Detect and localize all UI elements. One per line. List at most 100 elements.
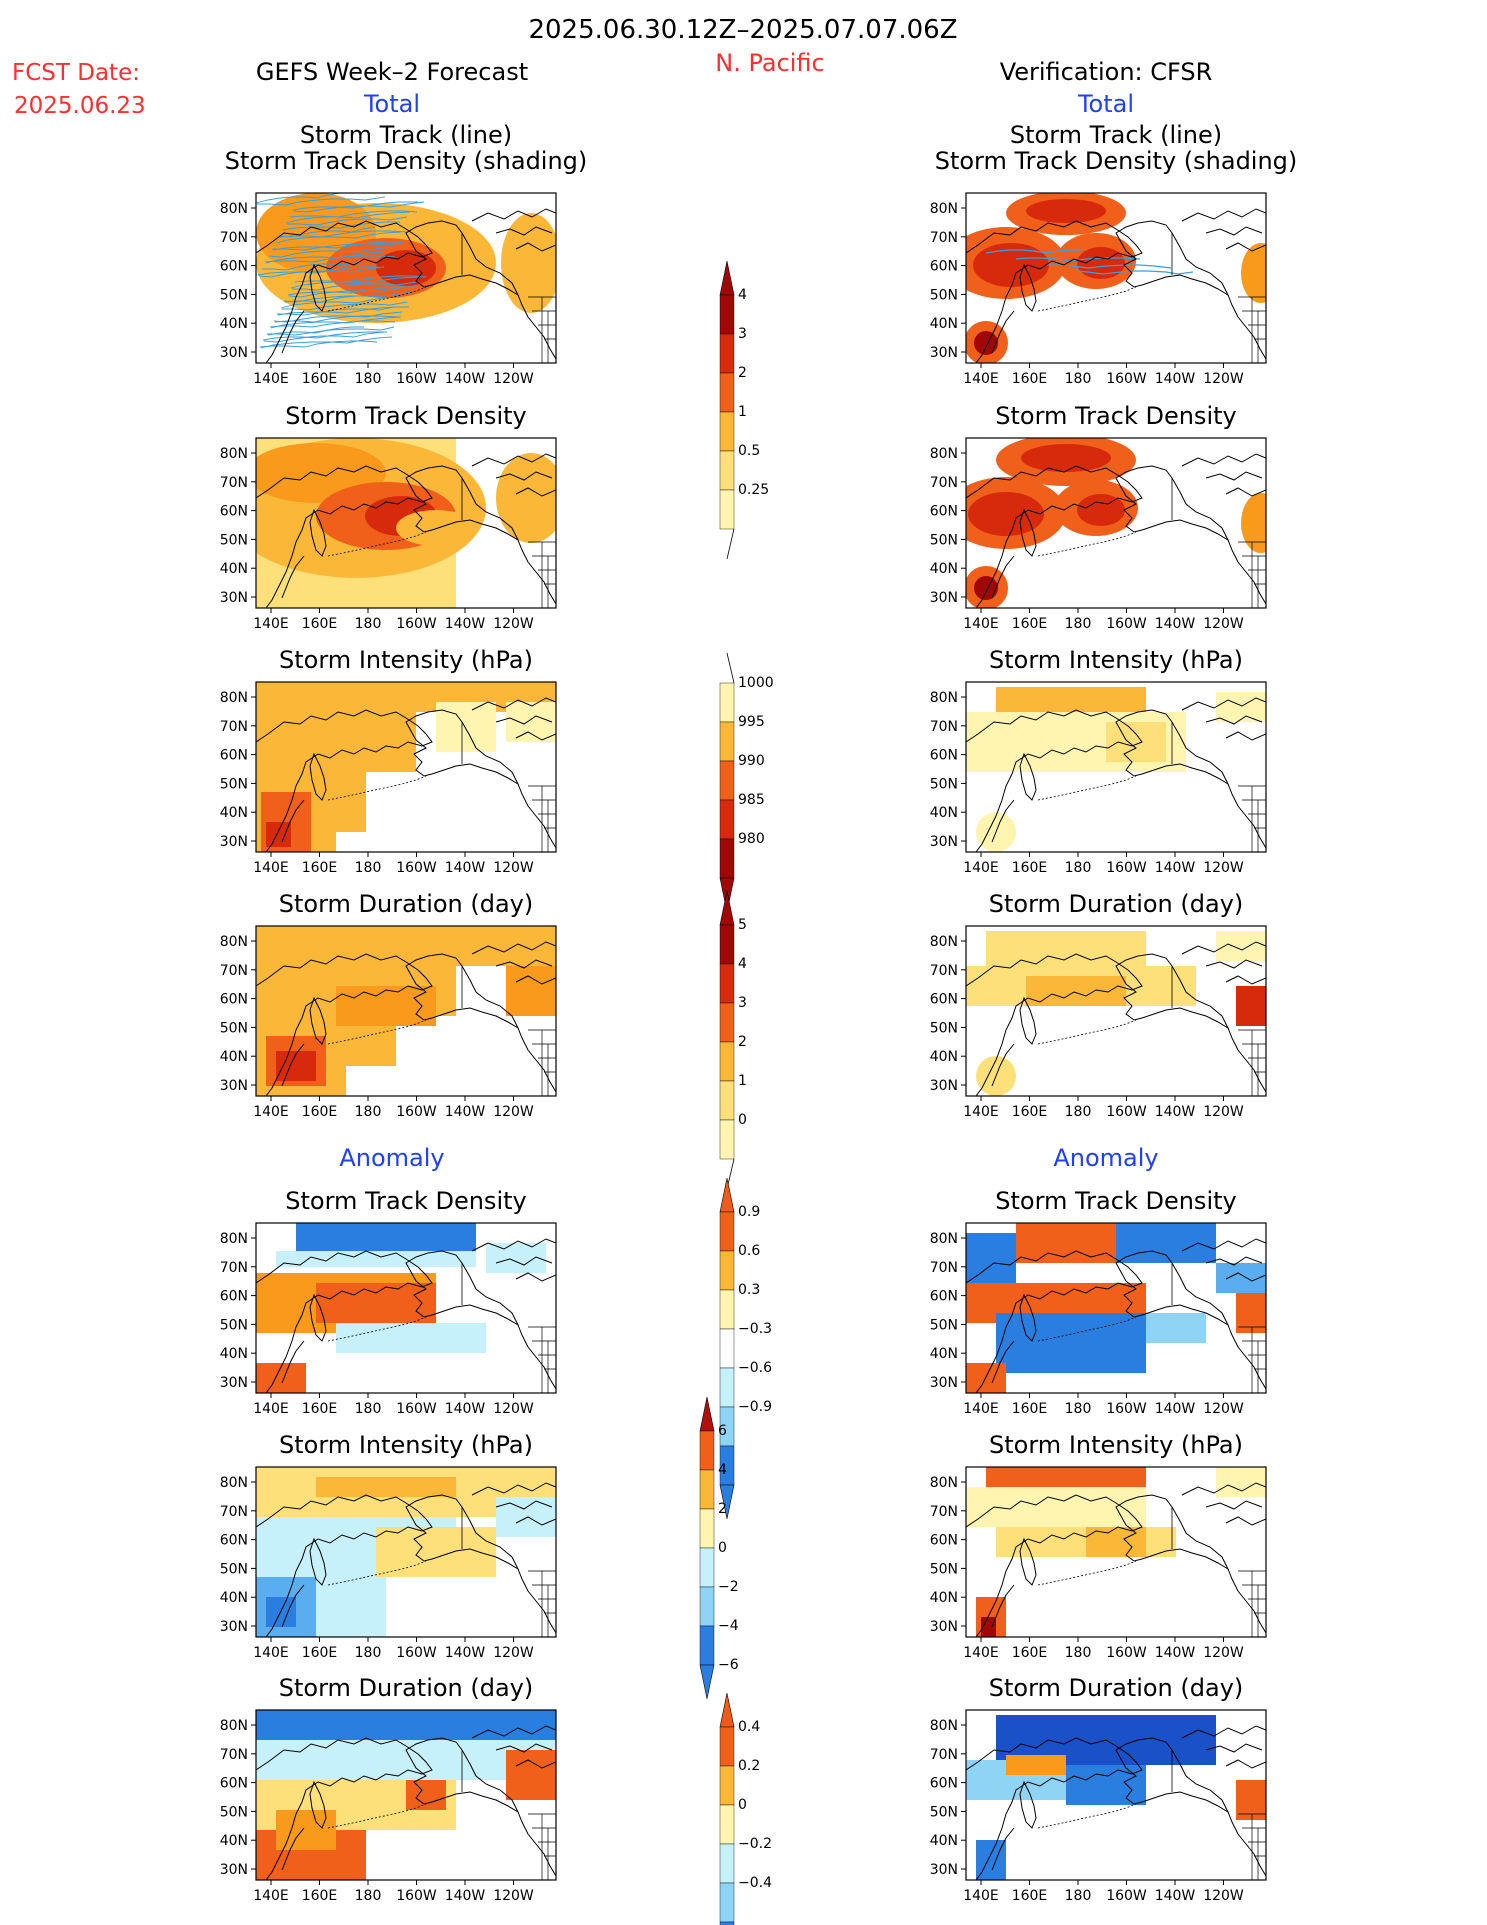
lon-tick-label: 140E [963,860,999,876]
lat-tick-label: 70N [220,230,248,246]
shading-blob [974,576,998,600]
colorbar-label: 4 [738,287,747,303]
map-panel-left-7: Storm Duration (day) 80N 70N 60N 50N 40N 30N 14… [220,1674,557,1904]
map-frame [965,925,1267,1097]
shading-cell [1216,1263,1266,1293]
map-panel-right-4: Storm Duration (day) 80N 70N 60N 50N 40N 30N 14… [930,890,1267,1120]
lon-tick-label: 180 [1065,1401,1092,1417]
shading-cell [981,1617,996,1637]
map-frame [965,437,1267,609]
colorbar-label: 1 [738,404,747,420]
shading-cell [1016,1223,1116,1263]
region-label: N. Pacific [715,49,825,77]
shading-cell [336,986,436,1026]
lon-tick-label: 140W [1155,1888,1196,1904]
lon-tick-label: 160E [1012,371,1048,387]
shading-cell [1236,1780,1266,1820]
shading-blob [501,213,556,313]
colorbar-label: 4 [738,956,747,972]
lon-tick-label: 140E [253,1401,289,1417]
shading-cell [316,1283,436,1323]
colorbar-label: 2 [718,1501,727,1517]
lat-tick-label: 40N [930,316,958,332]
lon-tick-label: 160E [1012,616,1048,632]
storm-track-lines [985,249,1194,275]
right-total-label: Total [1077,90,1134,118]
lat-tick-label: 40N [220,1049,248,1065]
colorbar-label: 980 [738,831,765,847]
lon-tick-label: 140W [445,616,486,632]
lat-tick-label: 30N [930,1375,958,1391]
shading-cell [296,1223,476,1253]
lon-tick-label: 120W [1203,371,1244,387]
lat-tick-label: 50N [220,1561,248,1577]
lon-tick-label: 140E [253,1104,289,1120]
lat-tick-label: 70N [220,719,248,735]
map-area [256,438,556,608]
shading-cell [256,712,416,772]
lat-tick-label: 80N [930,934,958,950]
lat-tick-label: 30N [220,590,248,606]
colorbar-label: −0.2 [738,1836,772,1852]
lat-tick-label: 80N [930,1475,958,1491]
lat-tick-label: 80N [220,446,248,462]
lon-tick-label: 160E [1012,1401,1048,1417]
lat-tick-label: 50N [220,287,248,303]
lat-tick-label: 70N [220,475,248,491]
lon-tick-label: 180 [1065,1888,1092,1904]
map-panel-left-5: Storm Track Density 80N 70N 60N 50N 40N 30N 140… [220,1187,557,1417]
colorbar-label: 1 [738,1073,747,1089]
lat-tick-label: 50N [220,1317,248,1333]
left-anomaly-label: Anomaly [339,1144,444,1172]
colorbar-label: −0.9 [738,1399,772,1415]
shading-cell [1106,722,1166,762]
storm-track-lines [256,193,427,349]
lon-tick-label: 120W [1203,1104,1244,1120]
lon-tick-label: 160W [1106,1104,1147,1120]
lon-tick-label: 180 [355,860,382,876]
lat-tick-label: 70N [930,230,958,246]
map-area [256,682,556,852]
colorbar-label: 0.3 [738,1282,760,1298]
map-panel-left-3: Storm Intensity (hPa) 80N 70N 60N 50N 40N 30N 1… [220,646,557,876]
map-panel-left-4: Storm Duration (day) 80N 70N 60N 50N 40N 30N 14… [220,890,557,1120]
lon-tick-label: 120W [493,371,534,387]
colorbar-duration: 5 4 3 2 1 0 [719,890,747,1190]
panel-title: Storm Duration (day) [989,890,1244,918]
lat-tick-label: 80N [220,1231,248,1247]
lon-tick-label: 180 [355,371,382,387]
shading-cell [506,1750,556,1800]
lon-tick-label: 160W [1106,371,1147,387]
lon-tick-label: 160E [302,1104,338,1120]
map-panel-left-1: Storm Track (line)Storm Track Density (s… [220,121,588,387]
lat-tick-label: 30N [930,1862,958,1878]
colorbar-label: 0.4 [738,1719,760,1735]
map-frame [255,192,557,364]
colorbar-label: 6 [718,1423,727,1439]
lon-tick-label: 120W [493,860,534,876]
lat-tick-label: 70N [220,963,248,979]
shading-cell [376,1527,496,1577]
lat-tick-label: 60N [930,504,958,520]
colorbar-label: 3 [738,995,747,1011]
lat-tick-label: 30N [930,1619,958,1635]
shading-cell [266,822,291,847]
shading-cell [256,1710,556,1740]
lon-tick-label: 140W [445,1645,486,1661]
lat-tick-label: 30N [220,834,248,850]
shading-cell [1116,1223,1216,1263]
lat-tick-label: 80N [930,1231,958,1247]
colorbar-label: 995 [738,714,765,730]
right-anomaly-label: Anomaly [1053,1144,1158,1172]
lat-tick-label: 50N [220,776,248,792]
map-area [256,1710,556,1880]
lat-tick-label: 50N [220,1804,248,1820]
map-panels: Storm Track (line)Storm Track Density (s… [220,121,1298,1904]
panel-title: Storm Track Density [285,1187,526,1215]
map-area [256,926,556,1096]
map-frame [255,1709,557,1881]
lat-tick-label: 50N [930,1804,958,1820]
lat-tick-label: 60N [930,748,958,764]
colorbar-label: −0.3 [738,1321,772,1337]
lon-tick-label: 180 [355,1104,382,1120]
